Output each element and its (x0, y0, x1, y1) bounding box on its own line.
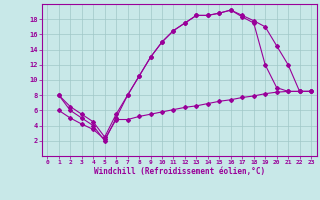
X-axis label: Windchill (Refroidissement éolien,°C): Windchill (Refroidissement éolien,°C) (94, 167, 265, 176)
